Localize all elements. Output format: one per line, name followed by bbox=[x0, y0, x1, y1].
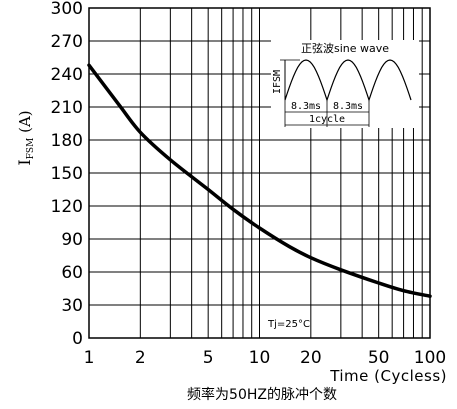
plot-frame bbox=[88, 7, 431, 339]
y-tick-label-9: 270 bbox=[51, 32, 83, 52]
x-tick-label-6: 100 bbox=[414, 348, 446, 368]
y-axis-ticks: 0 30 60 90 120 150 180 210 240 270 300 bbox=[51, 0, 83, 349]
y-tick-label-8: 240 bbox=[51, 65, 83, 85]
x-tick-label-5: 50 bbox=[368, 348, 390, 368]
sine-wave-inset: 正弦波sine wave IFSM 8.3ms 8.3ms 1cycle bbox=[271, 40, 419, 128]
y-tick-label-0: 0 bbox=[72, 329, 83, 349]
x-axis-title: Time (Cycless) bbox=[329, 367, 447, 385]
y-tick-label-4: 120 bbox=[51, 197, 83, 217]
series-layer bbox=[87, 63, 432, 298]
temperature-annotation: Tj=25°C bbox=[267, 319, 310, 330]
x-axis-ticks: 1 2 5 10 20 50 100 bbox=[84, 348, 447, 368]
y-tick-label-1: 30 bbox=[61, 296, 83, 316]
inset-title: 正弦波sine wave bbox=[301, 41, 389, 55]
x-tick-label-4: 20 bbox=[300, 348, 322, 368]
inset-peak-label: IFSM bbox=[272, 70, 283, 94]
y-axis-title: IFSM (A) bbox=[15, 110, 36, 165]
series-line-0 bbox=[87, 63, 432, 298]
inset-half-cycle-label-2: 8.3ms bbox=[333, 101, 363, 112]
y-tick-label-5: 150 bbox=[51, 164, 83, 184]
x-tick-label-2: 5 bbox=[203, 348, 214, 368]
y-tick-label-6: 180 bbox=[51, 131, 83, 151]
y-tick-label-10: 300 bbox=[51, 0, 83, 19]
inset-wave-path bbox=[284, 59, 412, 102]
y-tick-label-7: 210 bbox=[51, 98, 83, 118]
inset-half-cycle-label-1: 8.3ms bbox=[291, 101, 321, 112]
chart-caption: 频率为50HZ的脉冲个数 bbox=[187, 386, 337, 403]
y-tick-label-2: 60 bbox=[61, 263, 83, 283]
x-tick-label-0: 1 bbox=[84, 348, 95, 368]
x-tick-label-3: 10 bbox=[249, 348, 271, 368]
inset-cycle-label: 1cycle bbox=[309, 114, 345, 125]
y-tick-label-3: 90 bbox=[61, 230, 83, 250]
inset-half-sine-waves bbox=[280, 59, 412, 127]
x-tick-label-1: 2 bbox=[135, 348, 146, 368]
